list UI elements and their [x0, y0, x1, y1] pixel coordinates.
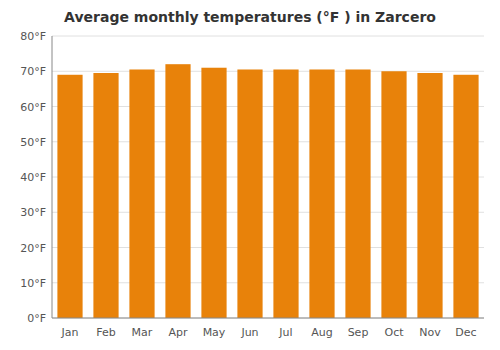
x-tick-label: Jun: [240, 326, 258, 339]
bar: [273, 69, 298, 318]
y-tick-label: 80°F: [20, 30, 46, 43]
grid-line: [52, 36, 484, 37]
bar: [129, 69, 154, 318]
x-tick-label: Oct: [384, 326, 404, 339]
bar: [201, 68, 226, 318]
y-tick-label: 20°F: [20, 242, 46, 255]
bar: [57, 75, 82, 318]
x-axis-line: [52, 318, 484, 319]
bar: [345, 69, 370, 318]
y-tick-label: 60°F: [20, 101, 46, 114]
grid: [52, 36, 484, 318]
x-tick-label: Nov: [419, 326, 441, 339]
y-tick-label: 0°F: [27, 312, 46, 325]
grid-line: [52, 318, 484, 319]
bar: [453, 75, 478, 318]
x-tick-label: May: [203, 326, 226, 339]
x-tick-label: Feb: [96, 326, 115, 339]
bars: [57, 64, 478, 318]
x-tick-label: Aug: [311, 326, 332, 339]
bar: [93, 73, 118, 318]
grid-line: [52, 71, 484, 72]
bar: [237, 69, 262, 318]
y-tick-label: 50°F: [20, 136, 46, 149]
x-tick-label: Jan: [61, 326, 79, 339]
y-tick-label: 70°F: [20, 65, 46, 78]
x-tick-label: Jul: [278, 326, 292, 339]
y-tick-label: 40°F: [20, 171, 46, 184]
x-tick-label: Apr: [168, 326, 188, 339]
x-tick-label: Dec: [455, 326, 476, 339]
bar: [417, 73, 442, 318]
y-tick-label: 30°F: [20, 206, 46, 219]
y-tick-label: 10°F: [20, 277, 46, 290]
bar: [165, 64, 190, 318]
title: Average monthly temperatures (°F ) in Za…: [64, 9, 436, 25]
bar: [381, 71, 406, 318]
y-axis-line: [52, 36, 53, 318]
x-tick-label: Sep: [348, 326, 369, 339]
chart-container: Average monthly temperatures (°F ) in Za…: [0, 0, 500, 350]
bar: [309, 69, 334, 318]
chart: Average monthly temperatures (°F ) in Za…: [0, 0, 500, 350]
x-tick-label: Mar: [132, 326, 153, 339]
